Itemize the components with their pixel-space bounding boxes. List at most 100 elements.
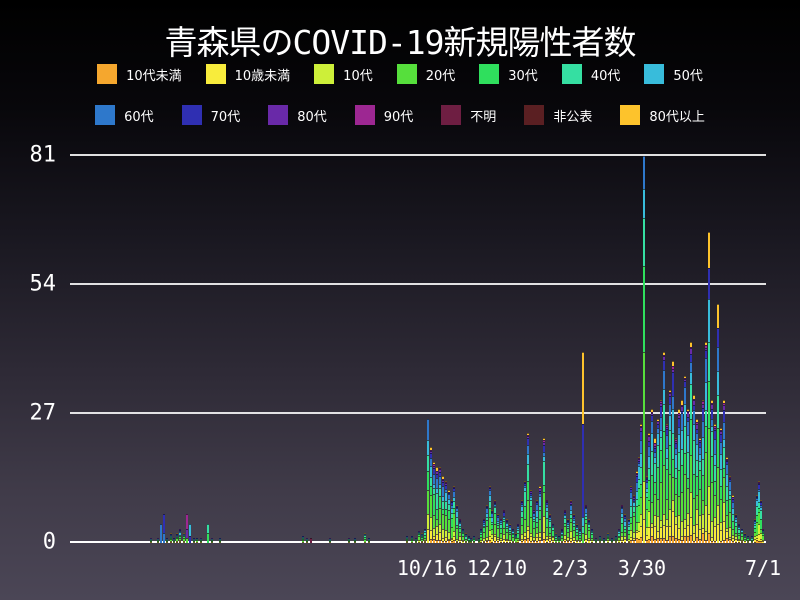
bar-segment: [648, 539, 650, 543]
bar-segment: [558, 539, 560, 540]
bar-segment: [491, 517, 493, 522]
bar-segment: [690, 535, 692, 543]
bar-segment: [555, 536, 557, 538]
bar-segment: [521, 500, 523, 501]
bar-segment: [714, 465, 716, 481]
bar-segment: [687, 409, 689, 411]
bar-segment: [567, 528, 569, 532]
bar-segment: [445, 541, 447, 543]
bar-segment: [150, 542, 152, 543]
bar-segment: [329, 539, 331, 540]
bar-segment: [729, 512, 731, 527]
bar-segment: [628, 530, 630, 534]
bar-segment: [654, 515, 656, 526]
bar-segment: [503, 539, 505, 542]
bar-segment: [726, 459, 728, 460]
bar-segment: [170, 541, 172, 542]
bar-segment: [628, 542, 630, 543]
bar-segment: [546, 501, 548, 502]
bar-segment: [588, 524, 590, 527]
bar-segment: [468, 541, 470, 542]
bar-segment: [543, 445, 545, 452]
bar-segment: [348, 542, 350, 543]
bar-segment: [561, 535, 563, 538]
bar-segment: [470, 542, 472, 543]
bar-segment: [200, 540, 202, 541]
bar-segment: [660, 527, 662, 538]
bar-segment: [599, 538, 601, 539]
bar-segment: [497, 515, 499, 517]
bar-segment: [708, 232, 710, 268]
bar-segment: [714, 495, 716, 517]
bar-segment: [636, 530, 638, 532]
bar-segment: [459, 536, 461, 540]
bar-segment: [302, 542, 304, 543]
bar-segment: [561, 542, 563, 543]
bar-segment: [527, 445, 529, 454]
bar-segment: [696, 524, 698, 537]
bar-segment: [638, 466, 640, 479]
bar-segment: [445, 492, 447, 501]
bar-segment: [666, 429, 668, 435]
bar-segment: [582, 424, 584, 517]
bar-segment: [756, 496, 758, 497]
bar-segment: [648, 441, 650, 446]
bar-segment: [726, 460, 728, 461]
bar-segment: [448, 504, 450, 510]
bar-segment: [536, 504, 538, 510]
bar-segment: [506, 542, 508, 543]
bar-segment: [543, 461, 545, 485]
bar-segment: [732, 502, 734, 508]
legend-label: 80代: [297, 109, 327, 125]
bar-segment: [663, 389, 665, 404]
bar-segment: [611, 542, 613, 543]
bar-segment: [480, 537, 482, 540]
bar-segment: [669, 390, 671, 392]
bar-segment: [579, 530, 581, 531]
bar-segment: [549, 515, 551, 516]
bar-segment: [354, 538, 356, 539]
bar-segment: [555, 533, 557, 534]
bar-segment: [459, 532, 461, 536]
bar-segment: [430, 447, 432, 450]
bar-segment: [503, 517, 505, 519]
bar-segment: [744, 535, 746, 536]
bar-segment: [517, 533, 519, 538]
bar-segment: [517, 538, 519, 540]
bar-segment: [675, 516, 677, 524]
bar-segment: [756, 495, 758, 496]
bar-segment: [672, 372, 674, 396]
bar-segment: [462, 531, 464, 532]
bar-segment: [536, 541, 538, 543]
bar-segment: [445, 482, 447, 483]
bar-segment: [729, 499, 731, 512]
bar-segment: [186, 538, 188, 543]
bar-segment: [552, 525, 554, 526]
bar-segment: [439, 476, 441, 484]
bar-segment: [684, 381, 686, 387]
bar-segment: [497, 539, 499, 541]
bar-segment: [735, 519, 737, 522]
bar-segment: [527, 538, 529, 543]
bar-segment: [427, 471, 429, 490]
bar-segment: [732, 535, 734, 538]
bar-segment: [729, 477, 731, 478]
bar-segment: [486, 513, 488, 517]
bar-segment: [582, 533, 584, 543]
bar-segment: [527, 433, 529, 435]
bar-segment: [633, 501, 635, 502]
bar-segment: [630, 498, 632, 506]
bar-segment: [591, 538, 593, 540]
bar-segment: [555, 540, 557, 542]
bar-segment: [720, 522, 722, 530]
bar-segment: [533, 528, 535, 537]
bar-segment: [509, 542, 511, 543]
bar-segment: [684, 453, 686, 474]
bar-segment: [539, 519, 541, 532]
bar-segment: [549, 521, 551, 527]
bar-segment: [754, 532, 756, 536]
bar-segment: [585, 505, 587, 506]
bar-segment: [451, 527, 453, 538]
bar-segment: [624, 516, 626, 518]
bar-segment: [633, 540, 635, 543]
